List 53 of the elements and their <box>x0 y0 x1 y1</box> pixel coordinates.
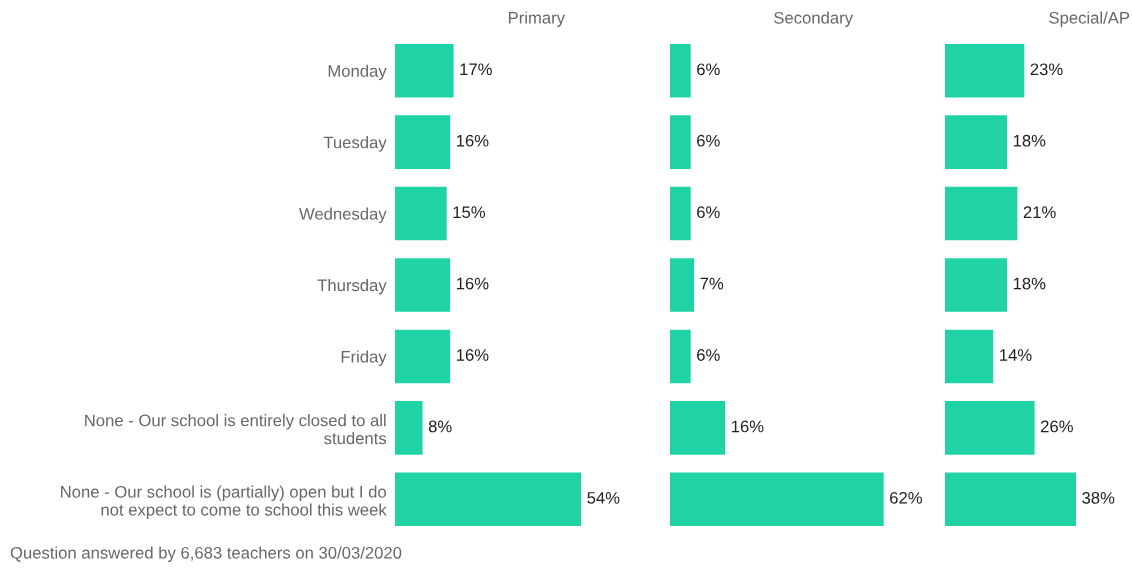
data-label: 16% <box>456 277 489 290</box>
data-label: 54% <box>587 492 620 504</box>
bar <box>395 115 451 169</box>
data-label: 26% <box>1041 420 1073 433</box>
data-label: 18% <box>1013 277 1046 290</box>
bar <box>945 115 1008 169</box>
data-label: 6% <box>697 206 720 219</box>
data-label: 38% <box>1082 491 1115 504</box>
y-tick-label: Wednesday <box>299 207 387 224</box>
y-tick-label: None - Our school is (partially) open but I do not expect to come to school this week <box>61 485 387 519</box>
y-tick-label: Monday <box>328 64 387 81</box>
bar <box>945 329 994 384</box>
chart-title: Secondary <box>774 11 853 27</box>
bar <box>670 186 691 241</box>
data-label: 6% <box>697 134 720 147</box>
bar <box>670 115 691 169</box>
bar <box>945 472 1076 527</box>
bar <box>670 329 691 384</box>
bar <box>395 401 423 455</box>
data-label: 62% <box>890 491 922 504</box>
data-label: 6% <box>697 349 720 361</box>
y-tick-label: None - Our school is entirely closed to all students <box>85 414 387 445</box>
data-label: 8% <box>428 420 452 433</box>
bar <box>670 258 695 312</box>
data-label: 7% <box>700 277 724 290</box>
bar <box>670 401 726 455</box>
data-label: 15% <box>453 206 486 219</box>
bar <box>395 472 582 527</box>
data-label: 21% <box>1023 206 1056 218</box>
y-tick-label: Tuesday <box>323 136 387 152</box>
bar <box>945 258 1008 312</box>
bar <box>670 472 884 527</box>
bar <box>945 43 1025 98</box>
y-tick-label: Friday <box>341 350 387 366</box>
data-label: 16% <box>731 420 764 433</box>
data-label: 23% <box>1030 63 1063 76</box>
data-label: 17% <box>460 63 492 76</box>
data-label: 16% <box>456 134 489 147</box>
bar <box>670 43 691 98</box>
data-label: 16% <box>456 349 489 361</box>
bar <box>945 186 1018 241</box>
bar <box>395 329 451 384</box>
chart-title: Special/AP <box>1049 11 1130 27</box>
y-tick-label: Thursday <box>317 278 387 295</box>
chart-title: Primary <box>508 11 565 27</box>
bar <box>395 186 447 241</box>
bar <box>945 401 1035 455</box>
bar <box>395 43 454 98</box>
bar <box>395 258 451 312</box>
data-label: 14% <box>1000 349 1032 361</box>
data-label: 6% <box>697 63 720 76</box>
data-label: 18% <box>1013 134 1046 147</box>
text: Question answered by 6,683 teachers on 30/03/2020 <box>10 546 402 562</box>
